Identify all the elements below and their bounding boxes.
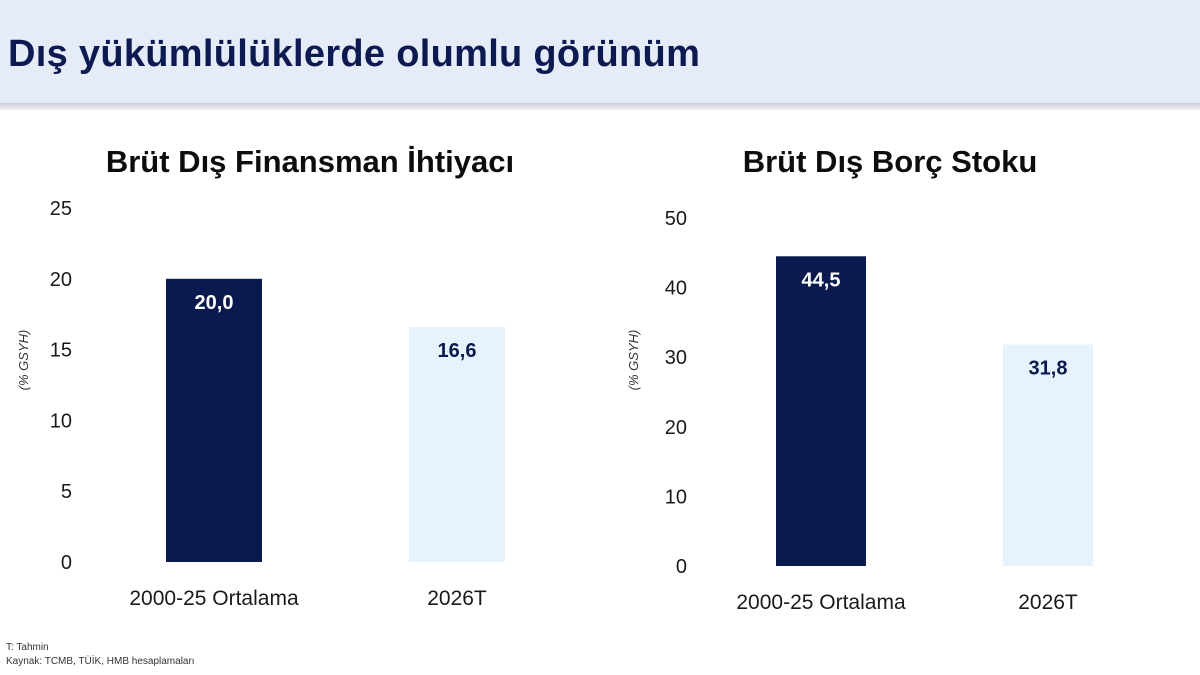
bar-forecast	[409, 326, 505, 562]
y-tick-label: 20	[50, 269, 72, 291]
y-tick-label: 10	[665, 486, 687, 508]
data-label: 44,5	[802, 269, 841, 291]
footnote-legend: T: Tahmin	[6, 642, 49, 653]
y-tick-label: 40	[665, 278, 687, 300]
footnotes: T: Tahmin Kaynak: TCMB, TÜİK, HMB hesapl…	[6, 641, 195, 669]
y-tick-label: 15	[50, 340, 72, 362]
x-category-label: 2026T	[1018, 591, 1078, 614]
y-tick-label: 5	[61, 481, 72, 503]
bar-forecast	[1003, 344, 1093, 566]
y-axis-label: (% GSYH)	[626, 330, 641, 391]
y-tick-label: 0	[676, 556, 687, 578]
x-category-label: 2026T	[427, 587, 487, 610]
y-tick-label: 50	[665, 208, 687, 230]
y-tick-label: 10	[50, 410, 72, 432]
y-tick-label: 20	[665, 417, 687, 439]
chart-title-financing-need: Brüt Dış Finansman İhtiyacı	[105, 144, 515, 179]
data-label: 16,6	[438, 340, 477, 362]
title-banner	[0, 0, 1200, 103]
footnote-source: Kaynak: TCMB, TÜİK, HMB hesaplamaları	[6, 656, 195, 667]
banner-divider	[0, 103, 1200, 110]
x-category-label: 2000-25 Ortalama	[129, 587, 299, 610]
y-tick-label: 25	[50, 198, 72, 220]
y-tick-label: 30	[665, 347, 687, 369]
y-tick-label: 0	[61, 552, 72, 574]
bar-average	[166, 278, 262, 562]
data-label: 31,8	[1029, 358, 1068, 380]
chart-debt-stock: 0 10 20 30 40 50 (% GSYH) 44,5 2000-25 Ortalama 3…	[626, 208, 1093, 614]
page-title: Dış yükümlülüklerde olumlu görünüm	[8, 33, 701, 75]
y-axis-label: (% GSYH)	[16, 330, 31, 391]
data-label: 20,0	[195, 292, 234, 314]
x-category-label: 2000-25 Ortalama	[736, 591, 906, 614]
chart-financing-need: 0 5 10 15 20 25 (% GSYH) 20,0 2000-25 Ortalama 16…	[16, 198, 505, 610]
bar-average	[776, 256, 866, 566]
chart-title-debt-stock: Brüt Dış Borç Stoku	[742, 144, 1038, 179]
